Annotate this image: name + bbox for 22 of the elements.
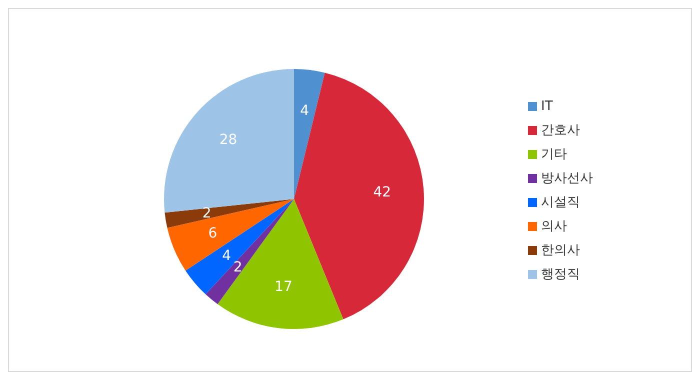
legend-label: 행정직 (541, 267, 580, 282)
data-label: 4 (300, 103, 310, 120)
pie-slice (218, 199, 344, 329)
pie-slice (294, 69, 325, 199)
data-label: 6 (208, 226, 218, 242)
pie-slice (294, 72, 424, 320)
data-label: 4 (222, 248, 232, 264)
pie-slice (186, 199, 294, 294)
data-label: 2 (202, 205, 212, 222)
data-label: 17 (274, 278, 292, 295)
legend-label: 의사 (541, 219, 567, 234)
pie-slice (164, 199, 294, 228)
pie-slice (167, 199, 294, 271)
data-label: 42 (373, 184, 392, 200)
legend-label: 시설직 (541, 195, 580, 210)
data-label: 28 (219, 132, 238, 148)
legend-label: 기타 (541, 147, 567, 162)
legend-label: 간호사 (541, 123, 580, 138)
data-label: 2 (233, 259, 242, 276)
legend-label: 방사선사 (541, 171, 593, 186)
legend-label: 한의사 (541, 243, 580, 258)
legend-label: IT (541, 99, 553, 114)
